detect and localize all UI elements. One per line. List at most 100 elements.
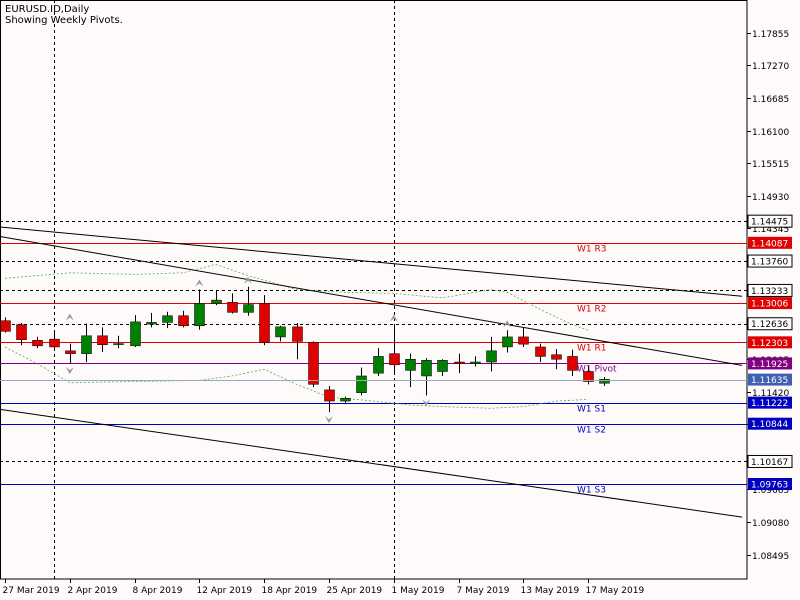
pivot-label: W1 S3 [577,486,606,496]
candle-body [0,320,11,332]
price-tag [747,254,793,268]
price-tag-label: 1.09763 [751,481,788,491]
candle-body [470,361,481,364]
time-tick-label: 2 Apr 2019 [68,586,118,596]
price-tag-label: 1.14087 [751,239,788,249]
trendline [0,236,743,366]
candle-body [49,338,60,348]
price-tag-label: 1.11635 [751,376,788,386]
price-tick-label: 1.09080 [752,519,789,529]
candle-body [65,350,76,354]
candle-body [583,371,594,382]
price-tick-label: 1.09665 [752,486,789,496]
candle-body [502,336,513,348]
time-tick-label: 25 Apr 2019 [327,586,383,596]
price-tag [747,454,793,468]
time-tick-label: 17 May 2019 [586,586,645,596]
candle-body [243,304,254,313]
time-tick-label: 27 Mar 2019 [3,586,60,596]
candle-body [373,356,384,374]
trendline [0,226,743,297]
price-tag [748,336,792,349]
price-tag-label: 1.13233 [751,287,788,297]
candle-body [405,358,416,371]
price-tag-label: 1.10844 [751,420,788,430]
price-tag [748,478,792,491]
price-tag-label: 1.13006 [751,300,788,310]
price-tag-label: 1.12303 [751,339,788,349]
price-tag [748,236,792,249]
price-tag [748,396,792,409]
time-tick-label: 1 May 2019 [392,586,445,596]
candle-body [81,335,92,354]
price-tag-label: 1.11222 [751,399,788,409]
time-tick-label: 12 Apr 2019 [197,586,253,596]
price-tick-label: 1.11420 [752,389,789,399]
fractal-up-arrow [244,276,252,284]
pivot-label: W1 Pivot [577,365,617,375]
time-tick-label: 18 Apr 2019 [262,586,318,596]
price-tag [748,417,792,430]
price-tick-label: 1.14345 [752,225,789,235]
candle-body [324,389,335,402]
plot-border [0,0,748,580]
candle-body [486,350,497,363]
price-tag-label: 1.13760 [751,258,788,268]
pivot-label: W1 S2 [577,426,606,436]
fractal-up-arrow [503,320,512,328]
candle-body [454,361,465,364]
envelope-upper-line [4,263,589,331]
chart-subtitle: Showing Weekly Pivots. [5,15,123,26]
time-tick-label: 7 May 2019 [457,586,510,596]
candle-body [32,340,43,347]
fractal-up-arrow [389,314,398,322]
price-tag-label: 1.10167 [751,458,788,468]
pivot-label: W1 R3 [577,245,606,255]
candle-body [421,360,432,377]
candle-body [146,322,157,325]
price-tick-label: 1.14930 [752,193,789,203]
fractal-up-arrow [65,313,74,321]
price-tag-label: 1.12636 [751,320,788,330]
fractal-down-arrow [65,367,74,375]
candle-body [567,356,578,371]
candle-body [518,336,529,345]
candle-body [16,324,27,340]
price-tag [747,317,793,331]
candle-body [113,343,124,345]
candle-body [437,360,448,372]
fractal-down-arrow [422,399,431,407]
price-tick-label: 1.17855 [752,30,789,40]
candle-body [340,398,351,402]
candle-body [211,299,222,304]
candle-body [194,303,205,327]
candle-body [275,326,286,338]
trendline [0,408,743,518]
candle-body [308,342,319,385]
candle-body [356,375,367,393]
candle-body [535,346,546,357]
price-tag [748,297,792,310]
price-tick-label: 1.08495 [752,552,789,562]
price-tag [747,214,793,228]
candle-body [259,303,270,343]
price-tick-label: 1.17270 [752,62,789,72]
pivot-label: W1 R2 [577,305,606,315]
price-tick-label: 1.16100 [752,128,789,138]
envelope-lower-line [4,346,589,409]
price-tick-label: 1.15515 [752,160,789,170]
price-tag-label: 1.11925 [751,360,788,370]
time-tick-label: 8 Apr 2019 [133,586,183,596]
candle-body [389,353,400,366]
chart-title: EURUSD.ID,Daily [5,4,90,15]
candle-body [551,354,562,360]
price-tag [748,357,792,370]
candle-body [162,315,173,323]
candle-body [227,302,238,313]
pivot-label: W1 S1 [577,405,606,415]
time-tick-label: 13 May 2019 [521,586,580,596]
price-tag [747,283,793,297]
price-tick-label: 1.16685 [752,95,789,105]
